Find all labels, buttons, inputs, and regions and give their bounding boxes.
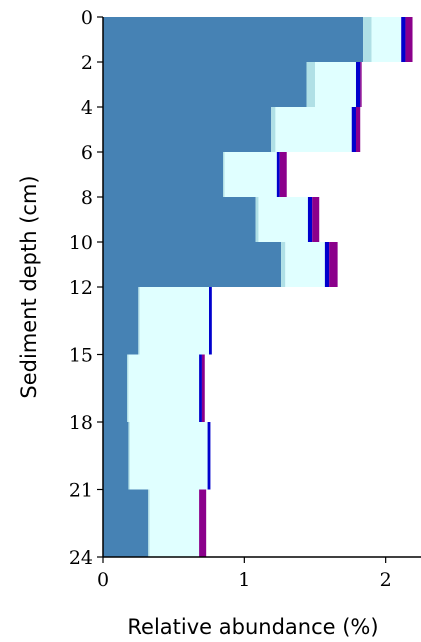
bar-series-1-interval-1	[306, 62, 315, 107]
bar-series-4-interval-7	[201, 354, 205, 422]
bar-series-3-interval-2	[351, 107, 356, 152]
bar-series-0-interval-6	[103, 287, 139, 355]
bar-series-2-interval-1	[315, 62, 356, 107]
bar-series-4-interval-3	[279, 152, 287, 197]
bar-series-0-interval-4	[103, 197, 256, 242]
x-tick-label-0: 0	[97, 569, 109, 591]
bar-series-3-interval-0	[401, 17, 406, 62]
bar-series-0-interval-2	[103, 107, 272, 152]
bar-series-3-interval-6	[209, 287, 212, 355]
bar-series-0-interval-7	[103, 354, 128, 422]
y-tick-label-18: 18	[69, 412, 93, 434]
bar-series-3-interval-4	[307, 197, 313, 242]
bar-series-2-interval-2	[275, 107, 352, 152]
bars-group	[103, 17, 413, 557]
y-tick-label-21: 21	[69, 480, 93, 502]
bar-series-2-interval-0	[371, 17, 402, 62]
bar-series-2-interval-4	[258, 197, 308, 242]
bar-series-0-interval-3	[103, 152, 224, 197]
y-tick-label-10: 10	[69, 232, 93, 254]
y-tick-label-15: 15	[69, 345, 93, 367]
bar-series-4-interval-9	[199, 489, 207, 557]
bar-series-3-interval-3	[276, 152, 280, 197]
bar-series-3-interval-5	[324, 242, 330, 287]
y-axis-label: Sediment depth (cm)	[17, 175, 41, 398]
bar-series-1-interval-5	[281, 242, 286, 287]
bar-series-0-interval-9	[103, 489, 149, 557]
bar-series-2-interval-6	[139, 287, 209, 355]
bar-series-1-interval-3	[223, 152, 225, 197]
x-axis-label: Relative abundance (%)	[127, 615, 378, 639]
bar-series-1-interval-8	[128, 422, 130, 490]
bar-series-0-interval-0	[103, 17, 364, 62]
bar-series-1-interval-9	[148, 489, 150, 557]
bar-series-1-interval-2	[271, 107, 276, 152]
bar-series-0-interval-8	[103, 422, 129, 490]
y-tick-label-4: 4	[81, 97, 93, 119]
bar-series-2-interval-7	[128, 354, 200, 422]
bar-series-1-interval-0	[363, 17, 372, 62]
y-tick-label-6: 6	[81, 142, 93, 164]
y-tick-label-2: 2	[81, 52, 93, 74]
bar-series-4-interval-1	[360, 62, 362, 107]
bar-series-0-interval-5	[103, 242, 282, 287]
bar-series-4-interval-2	[355, 107, 361, 152]
bar-series-2-interval-8	[129, 422, 208, 490]
bar-series-3-interval-7	[199, 354, 202, 422]
bar-series-3-interval-1	[355, 62, 361, 107]
bar-series-2-interval-3	[224, 152, 277, 197]
bar-series-1-interval-6	[138, 287, 140, 355]
y-tick-label-0: 0	[81, 7, 93, 29]
bar-series-1-interval-4	[255, 197, 259, 242]
bar-series-1-interval-7	[127, 354, 129, 422]
bar-series-2-interval-9	[149, 489, 200, 557]
bar-series-4-interval-4	[312, 197, 320, 242]
bar-series-2-interval-5	[285, 242, 325, 287]
y-tick-label-12: 12	[69, 277, 93, 299]
x-tick-label-2: 2	[380, 569, 392, 591]
y-tick-label-8: 8	[81, 187, 93, 209]
bar-series-4-interval-5	[329, 242, 338, 287]
y-tick-label-24: 24	[69, 547, 93, 569]
bar-series-4-interval-0	[405, 17, 413, 62]
bar-series-0-interval-1	[103, 62, 307, 107]
bar-series-3-interval-8	[207, 422, 211, 490]
x-tick-label-1: 1	[238, 569, 250, 591]
